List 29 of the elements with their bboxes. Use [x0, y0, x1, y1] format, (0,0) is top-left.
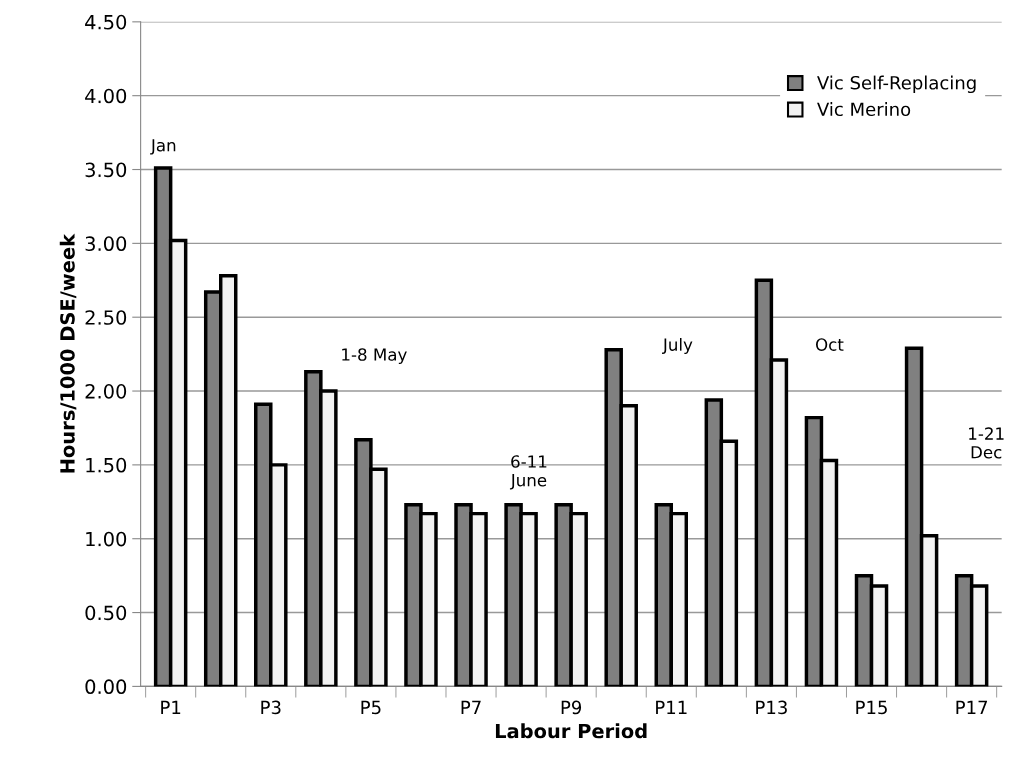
legend-label: Vic Self-Replacing	[817, 75, 976, 94]
x-tick-label: P17	[956, 700, 988, 715]
annotation: 1-21 Dec	[969, 427, 1004, 459]
x-tick-label: P1	[161, 700, 181, 715]
legend-label: Vic Merino	[817, 102, 911, 117]
y-tick-label: 1.50	[86, 457, 127, 473]
y-tick-label: 2.50	[85, 310, 127, 325]
y-tick-label: 4.50	[85, 14, 127, 30]
annotation: Oct	[815, 338, 844, 351]
y-tick-label: 2.00	[85, 384, 127, 399]
annotation: July	[662, 337, 693, 355]
y-tick-label: 3.50	[85, 162, 127, 178]
x-tick-label: P15	[856, 700, 887, 715]
annotation: 1-8 May	[342, 348, 407, 365]
y-axis-title: Hours/1000 DSE/week	[59, 233, 77, 473]
y-tick-label: 1.00	[86, 531, 127, 547]
y-tick-label: 0.00	[85, 679, 127, 695]
x-tick-label: P11	[656, 700, 687, 715]
x-tick-label: P9	[561, 700, 582, 715]
x-axis-title: Labour Period	[495, 723, 647, 739]
y-tick-label: 4.00	[85, 88, 127, 104]
y-tick-label: 3.00	[85, 236, 127, 252]
annotation: Jan	[150, 139, 176, 155]
x-tick-label: P7	[461, 700, 481, 715]
x-tick-label: P3	[261, 700, 281, 715]
x-tick-label: P5	[361, 700, 381, 715]
y-tick-label: 0.50	[85, 605, 127, 621]
x-tick-label: P13	[756, 700, 787, 715]
annotation: 6-11 June	[509, 455, 547, 490]
